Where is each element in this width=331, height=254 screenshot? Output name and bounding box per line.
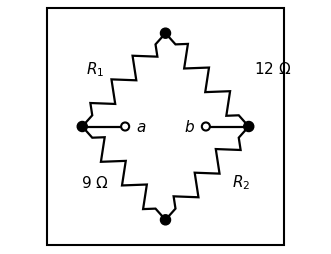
Circle shape bbox=[244, 122, 254, 132]
Circle shape bbox=[202, 123, 210, 131]
Circle shape bbox=[77, 122, 87, 132]
Circle shape bbox=[161, 215, 170, 225]
Text: $R_2$: $R_2$ bbox=[232, 173, 250, 192]
Text: $12~\Omega$: $12~\Omega$ bbox=[254, 61, 291, 77]
Text: $R_1$: $R_1$ bbox=[86, 60, 104, 78]
Circle shape bbox=[161, 29, 170, 39]
Text: $a$: $a$ bbox=[136, 120, 146, 134]
Text: $9~\Omega$: $9~\Omega$ bbox=[81, 174, 109, 190]
Circle shape bbox=[121, 123, 129, 131]
Text: $b$: $b$ bbox=[184, 119, 195, 135]
